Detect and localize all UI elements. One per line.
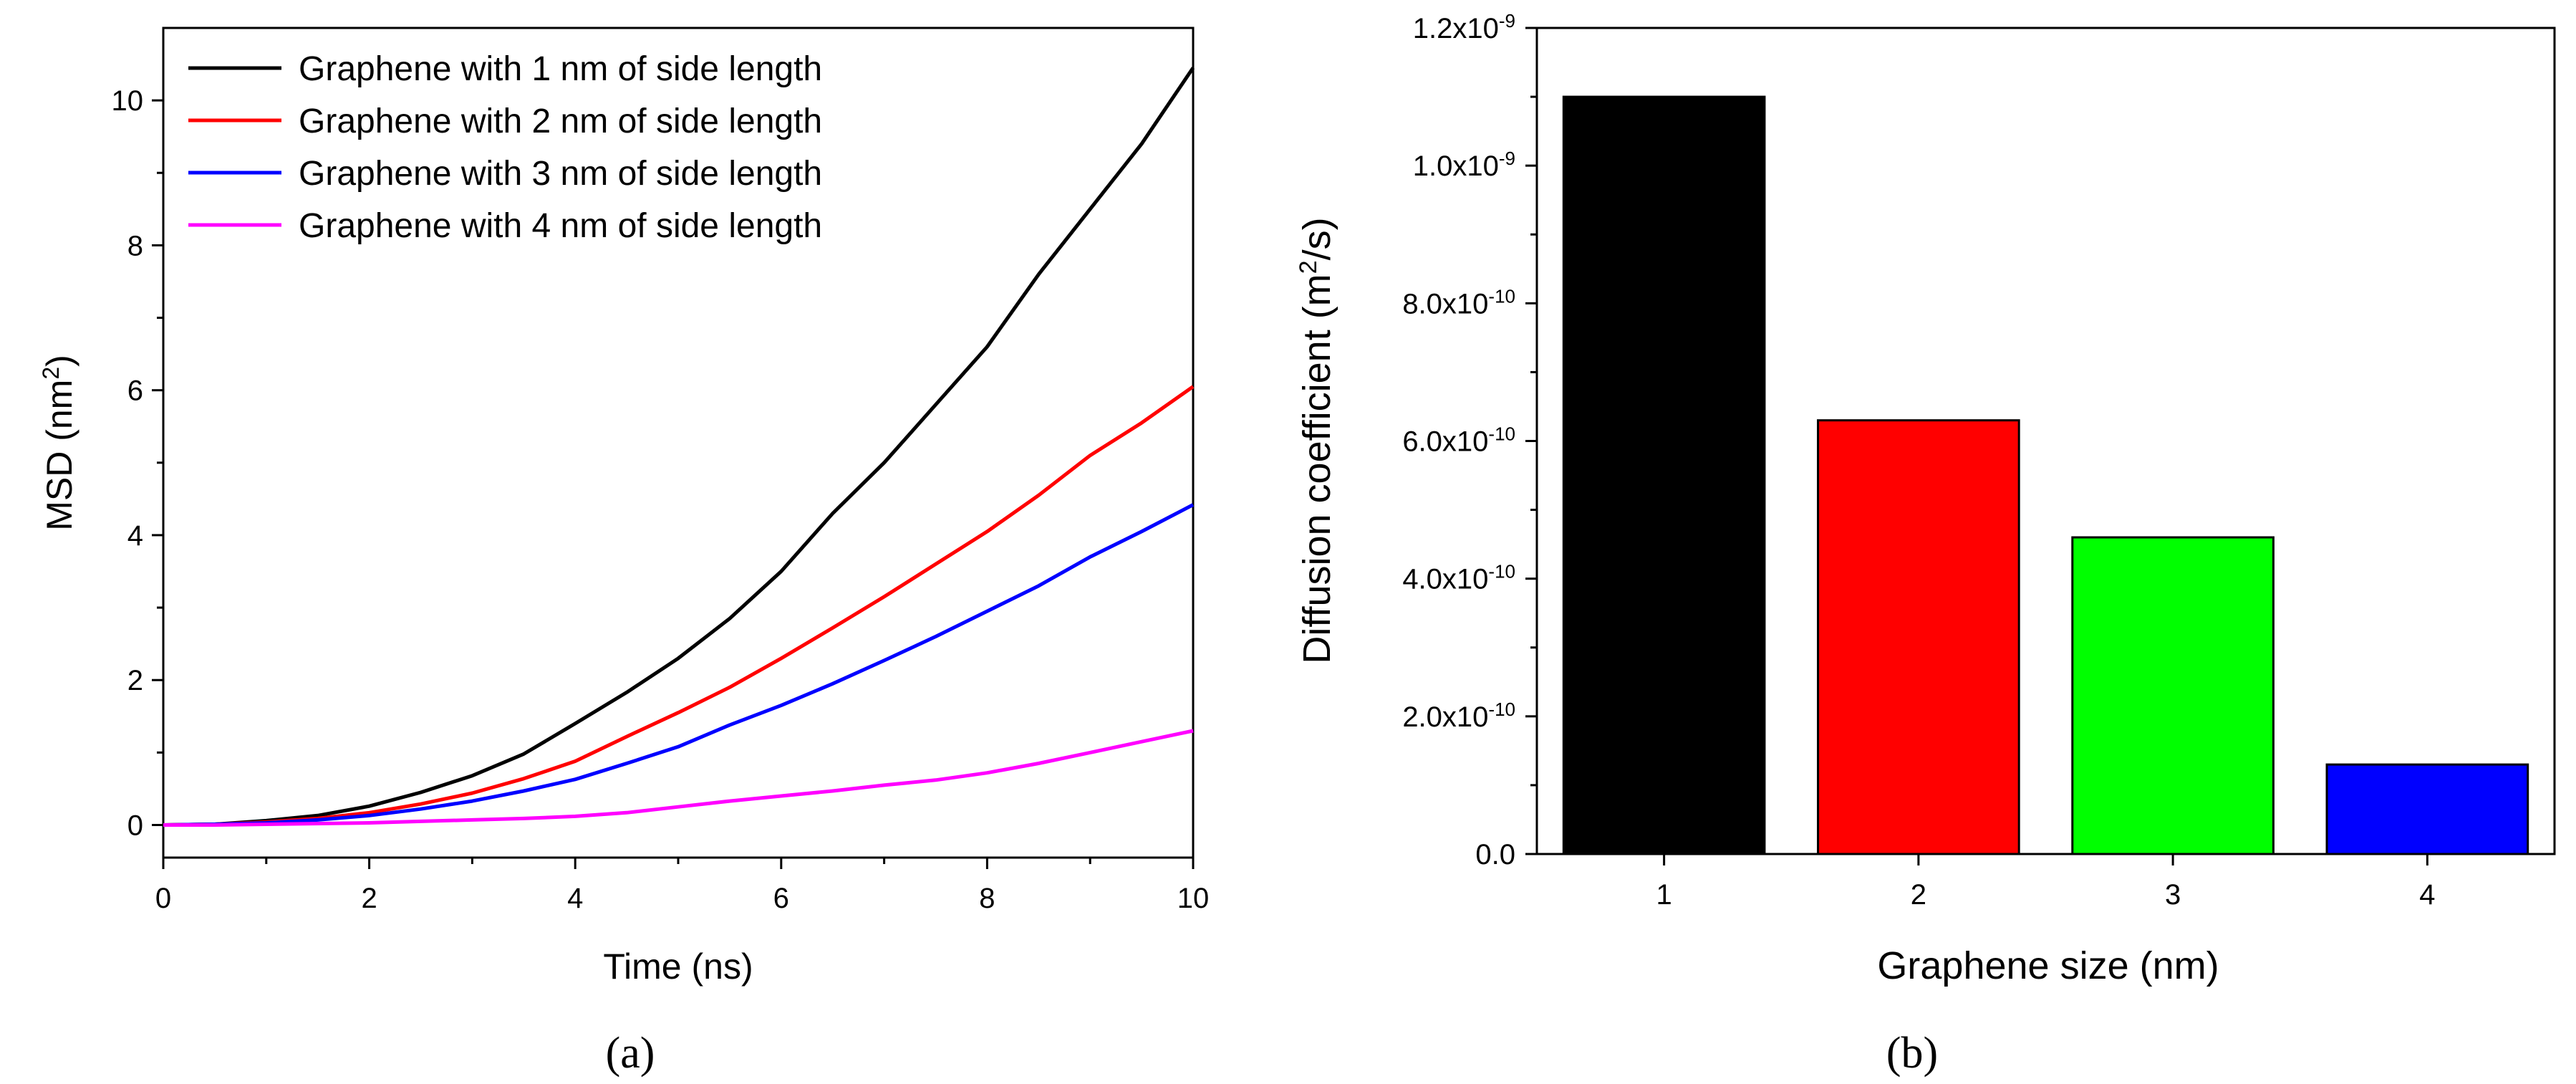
- msd-series-line-3: [163, 503, 1195, 827]
- diffusion-x-axis-label: Graphene size (nm): [1877, 944, 2219, 987]
- msd-y-tick-label: 8: [127, 230, 143, 262]
- msd-y-axis-label-main: MSD (nm: [39, 380, 79, 531]
- diffusion-y-tick-exp: -9: [1499, 148, 1515, 169]
- diffusion-y-tick-base: 1.2x10: [1413, 13, 1499, 44]
- diffusion-y-tick-exp: -10: [1488, 561, 1515, 582]
- diffusion-bars: [1562, 95, 2529, 855]
- diffusion-bar-2: [1817, 419, 2020, 855]
- diffusion-x-tick-label: 2: [1911, 879, 1926, 911]
- msd-x-tick-label: 10: [1177, 883, 1210, 914]
- msd-legend-label: Graphene with 4 nm of side length: [299, 207, 822, 245]
- msd-x-tick-label: 8: [979, 883, 995, 914]
- msd-y-tick-label: 2: [127, 665, 143, 696]
- msd-legend-label: Graphene with 3 nm of side length: [299, 155, 822, 193]
- msd-legend-label: Graphene with 1 nm of side length: [299, 50, 822, 88]
- diffusion-y-tick-label: 1.2x10-9: [1413, 10, 1515, 44]
- msd-y-ticks: 0 2 4 6 8 10: [112, 85, 163, 841]
- diffusion-y-tick-label: 1.0x10-9: [1413, 148, 1515, 182]
- diffusion-y-tick-label: 6.0x10-10: [1402, 423, 1515, 458]
- diffusion-y-axis-label-end: /s): [1296, 217, 1338, 260]
- msd-y-tick-label: 0: [127, 810, 143, 841]
- msd-x-tick-label: 2: [361, 883, 377, 914]
- msd-series-line-1: [163, 67, 1195, 827]
- msd-x-ticks: 0 2 4 6 8 10: [155, 858, 1209, 914]
- diffusion-y-tick-exp: -10: [1488, 423, 1515, 445]
- msd-series-line-2: [163, 385, 1195, 827]
- msd-series-lines: [163, 67, 1195, 827]
- msd-y-axis-label: MSD (nm2): [38, 355, 79, 531]
- msd-y-tick-label: 6: [127, 375, 143, 407]
- msd-x-tick-label: 6: [773, 883, 789, 914]
- diffusion-y-tick-label: 0.0: [1475, 839, 1515, 870]
- panel-label-a: (a): [606, 1029, 655, 1078]
- diffusion-y-tick-exp: -10: [1488, 699, 1515, 720]
- diffusion-x-tick-label: 4: [2419, 879, 2435, 911]
- diffusion-y-tick-base: 2.0x10: [1402, 701, 1488, 733]
- msd-plot-frame: [162, 27, 1195, 859]
- diffusion-y-tick-label: 8.0x10-10: [1402, 285, 1515, 320]
- diffusion-y-tick-base: 8.0x10: [1402, 288, 1488, 320]
- panel-a: 0 2 4 6 8 10 0 2 4 6 8 10 Graphene with 1 nm of si…: [38, 27, 1209, 1078]
- diffusion-y-tick-base: 4.0x10: [1402, 564, 1488, 595]
- diffusion-x-tick-label: 3: [2165, 879, 2181, 911]
- diffusion-y-tick-exp: -9: [1499, 10, 1515, 32]
- diffusion-y-tick-base: 1.0x10: [1413, 150, 1499, 182]
- diffusion-x-tick-label: 1: [1656, 879, 1672, 911]
- msd-y-axis-label-sup: 2: [38, 367, 64, 380]
- diffusion-y-tick-label: 4.0x10-10: [1402, 561, 1515, 595]
- msd-series-line-4: [163, 729, 1194, 827]
- msd-x-axis-label: Time (ns): [603, 946, 753, 987]
- diffusion-y-axis-label-main: Diffusion coefficient (m: [1296, 274, 1338, 663]
- diffusion-bar-4: [2325, 763, 2529, 855]
- diffusion-bar-1: [1562, 95, 1766, 855]
- diffusion-y-axis-label-sup: 2: [1295, 260, 1322, 274]
- msd-x-tick-label: 0: [155, 883, 171, 914]
- diffusion-x-ticks: 1 2 3 4: [1656, 854, 2436, 911]
- msd-legend: Graphene with 1 nm of side length Graphen…: [188, 50, 822, 245]
- diffusion-y-ticks: 0.02.0x10-104.0x10-106.0x10-108.0x10-101…: [1402, 10, 1537, 870]
- diffusion-bar-3: [2071, 536, 2274, 855]
- diffusion-y-axis-label: Diffusion coefficient (m2/s): [1295, 217, 1338, 663]
- msd-x-tick-label: 4: [567, 883, 583, 914]
- diffusion-y-tick-exp: -10: [1488, 285, 1515, 307]
- diffusion-y-tick-base: 0.0: [1475, 839, 1515, 870]
- diffusion-y-tick-label: 2.0x10-10: [1402, 699, 1515, 733]
- msd-y-axis-label-end: ): [39, 355, 79, 367]
- msd-legend-label: Graphene with 2 nm of side length: [299, 102, 822, 140]
- msd-y-tick-label: 4: [127, 520, 143, 552]
- panel-label-b: (b): [1886, 1029, 1938, 1078]
- diffusion-y-tick-base: 6.0x10: [1402, 426, 1488, 458]
- msd-y-tick-label: 10: [112, 85, 144, 117]
